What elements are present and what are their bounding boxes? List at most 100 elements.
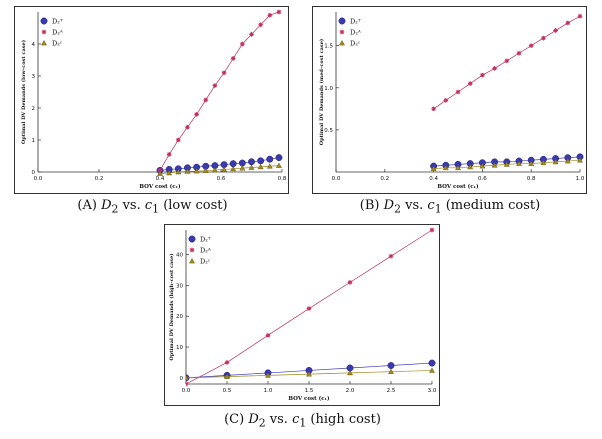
caption-a-sub: 2 xyxy=(111,202,119,216)
x-tick-label: 1.0 xyxy=(576,176,585,182)
data-point-D2A xyxy=(306,306,312,311)
data-point-D2A xyxy=(541,35,546,41)
chart-svg-c: 0.0 0.5 1.0 1.5 2.0 2.5 3.0 0 10 20 30 40 BOV cost (… xyxy=(168,227,437,402)
caption-b-vs: vs. xyxy=(405,198,424,213)
caption-c-case: (high cost) xyxy=(310,412,381,427)
data-point-D2A xyxy=(240,41,245,47)
data-point-D2A xyxy=(504,58,510,64)
y-tick-label: 1 xyxy=(32,138,36,144)
data-point-D2T xyxy=(257,157,265,165)
data-point-D2A xyxy=(224,360,230,365)
data-point-D2A xyxy=(528,43,534,49)
caption-a-label: (A) xyxy=(77,198,97,213)
x-tick-label: 0.6 xyxy=(217,176,226,182)
data-point-D2A xyxy=(492,66,497,71)
legend-label-D2T: D₂ᵀ xyxy=(350,18,361,26)
y-tick-label: 0.5 xyxy=(324,128,333,134)
x-tick-label: 0.8 xyxy=(527,176,536,182)
data-point-D2A xyxy=(516,50,522,56)
data-point-D2C xyxy=(184,168,191,174)
caption-a-c-sub: 1 xyxy=(152,202,160,216)
x-axis-label: BOV cost (c₁) xyxy=(288,395,330,402)
caption-a-case: (low cost) xyxy=(163,198,228,213)
caption-b: (B) D2 vs. c1 (medium cost) xyxy=(330,198,570,216)
x-tick-label: 0.0 xyxy=(182,388,191,394)
caption-c-var: D xyxy=(248,412,259,427)
y-tick-label: 1.0 xyxy=(324,86,333,92)
chart-panel-c: 0.0 0.5 1.0 1.5 2.0 2.5 3.0 0 10 20 30 40 BOV cost (… xyxy=(164,224,440,406)
data-point-D2C xyxy=(211,167,218,173)
legend-marker-D2T xyxy=(40,17,48,25)
data-point-D2A xyxy=(221,70,227,76)
caption-a-c: c xyxy=(144,198,153,213)
data-point-D2C xyxy=(528,160,535,166)
data-point-D2C xyxy=(265,372,271,378)
x-tick-label: 0.6 xyxy=(478,176,487,182)
data-point-D2A xyxy=(431,106,436,112)
chart-panel-b: 0.0 0.2 0.4 0.6 0.8 1.0 0.5 1.0 1.5 BOV cost (c₁)… xyxy=(312,6,587,194)
x-tick-label: 3.0 xyxy=(428,388,437,394)
data-point-D2C xyxy=(257,163,264,170)
data-point-D2A xyxy=(166,152,172,157)
data-point-D2T xyxy=(266,155,274,163)
data-point-D2A xyxy=(429,227,435,233)
data-point-D2C xyxy=(388,368,394,374)
data-point-D2C xyxy=(455,164,461,171)
data-point-D2A xyxy=(276,9,282,15)
data-point-D2A xyxy=(577,13,583,19)
caption-b-sub: 2 xyxy=(394,202,401,216)
caption-b-label: (B) xyxy=(359,198,380,213)
y-axis-label: Optimal DV Demands (high–cost case) xyxy=(168,253,175,360)
data-point-D2C xyxy=(491,162,498,168)
x-tick-label: 0.2 xyxy=(95,176,104,182)
x-tick-label: 0.8 xyxy=(278,176,287,182)
data-point-D2A xyxy=(249,32,254,37)
y-tick-label: 0 xyxy=(180,376,184,382)
data-point-D2C xyxy=(266,163,273,169)
x-axis-label: BOV cost (c₁) xyxy=(437,183,479,190)
data-point-D2C xyxy=(430,165,437,171)
caption-c-c-sub: 1 xyxy=(299,416,307,430)
data-point-D2C xyxy=(516,160,522,166)
legend-marker-D2T xyxy=(338,17,346,25)
data-point-D2C xyxy=(479,163,486,169)
data-point-D2A xyxy=(388,253,394,259)
caption-c-sub: 2 xyxy=(258,416,266,430)
data-point-D2C xyxy=(157,170,163,176)
data-point-D2A xyxy=(267,12,273,18)
legend-label-D2C: D₂ᶜ xyxy=(200,258,211,266)
data-point-D2T xyxy=(428,359,436,367)
y-tick-label: 10 xyxy=(176,345,183,351)
plot-area xyxy=(430,13,584,171)
data-point-D2A xyxy=(565,20,571,26)
x-tick-label: 0.0 xyxy=(332,176,341,182)
caption-b-c: c xyxy=(427,198,435,213)
data-point-D2C xyxy=(239,165,246,171)
data-point-D2C xyxy=(166,169,173,176)
data-point-D2C xyxy=(429,367,435,373)
legend-marker-D2A xyxy=(41,29,47,35)
caption-b-case: (medium cost) xyxy=(445,198,541,213)
data-point-D2C xyxy=(186,374,189,381)
y-axis-label: Optimal DV Demands (med–cost case) xyxy=(318,39,325,146)
data-point-D2A xyxy=(212,83,218,88)
data-point-D2C xyxy=(347,369,353,376)
caption-c-vs: vs. xyxy=(269,412,288,427)
data-point-D2A xyxy=(230,56,236,61)
legend-label-D2T: D₂ᵀ xyxy=(52,18,63,26)
data-point-D2C xyxy=(224,373,230,379)
caption-c-c: c xyxy=(292,412,300,427)
data-point-D2A xyxy=(175,137,181,143)
y-tick-label: 2 xyxy=(32,106,36,112)
data-point-D2C xyxy=(442,164,449,171)
legend-marker-D2A xyxy=(189,247,195,253)
y-tick-label: 20 xyxy=(176,314,183,320)
data-point-D2A xyxy=(347,280,353,285)
data-point-D2T xyxy=(275,154,283,162)
x-tick-label: 0.0 xyxy=(34,176,43,182)
data-point-D2A xyxy=(186,381,189,387)
caption-c: (C) D2 vs. c1 (high cost) xyxy=(190,412,415,430)
data-point-D2C xyxy=(276,162,282,168)
y-tick-label: 30 xyxy=(176,283,183,289)
data-point-D2A xyxy=(203,97,209,103)
